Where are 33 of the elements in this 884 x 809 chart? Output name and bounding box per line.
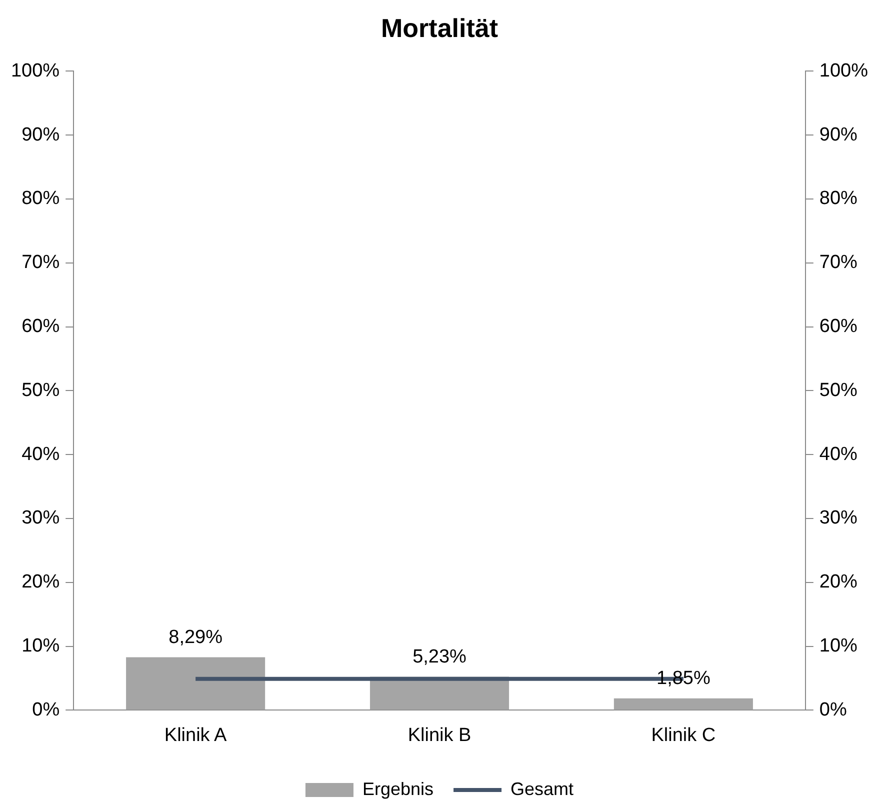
y2-tick-label: 20% <box>819 572 858 593</box>
y-tick-label: 90% <box>22 124 60 146</box>
legend-label: Ergebnis <box>362 778 434 799</box>
y-tick-label: 30% <box>22 508 60 529</box>
data-label: 8,29% <box>168 626 223 648</box>
y2-tick-label: 50% <box>819 380 858 401</box>
y2-tick-label: 90% <box>819 124 858 146</box>
y2-tick-label: 100% <box>819 60 868 82</box>
y2-tick-label: 0% <box>819 699 847 720</box>
y-tick-label: 20% <box>22 572 60 593</box>
chart-title: Mortalität <box>381 12 498 43</box>
legend-label: Gesamt <box>510 778 574 799</box>
y-tick-label: 10% <box>22 636 60 657</box>
y2-tick-label: 10% <box>819 636 858 657</box>
x-tick-label: Klinik A <box>164 724 228 746</box>
y-tick-label: 100% <box>10 60 60 82</box>
y-tick-label: 70% <box>22 252 60 274</box>
bar <box>614 698 753 710</box>
y2-tick-label: 60% <box>819 316 858 338</box>
y-tick-label: 0% <box>32 699 60 720</box>
y-tick-label: 60% <box>22 316 60 338</box>
x-tick-label: Klinik C <box>651 724 716 746</box>
y2-tick-label: 40% <box>819 444 858 465</box>
data-label: 1,85% <box>656 668 710 690</box>
y2-tick-label: 80% <box>819 188 858 210</box>
x-tick-label: Klinik B <box>408 724 472 746</box>
y2-tick-label: 30% <box>819 508 858 529</box>
y-tick-label: 40% <box>22 444 60 465</box>
y2-tick-label: 70% <box>819 252 858 274</box>
y-tick-label: 50% <box>22 380 60 401</box>
data-label: 5,23% <box>412 646 467 668</box>
bar <box>126 657 266 710</box>
y-tick-label: 80% <box>22 188 60 210</box>
